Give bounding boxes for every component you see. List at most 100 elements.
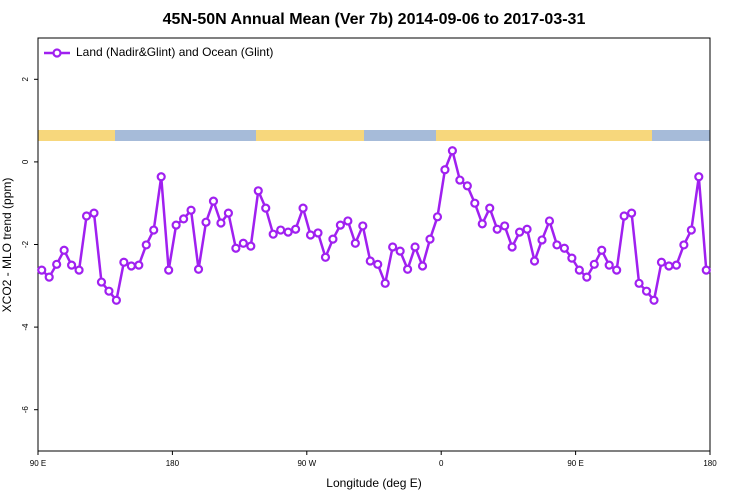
- point: [634, 278, 644, 288]
- point: [44, 272, 54, 282]
- legend-marker: [52, 48, 62, 58]
- point: [597, 245, 607, 255]
- point: [305, 230, 316, 240]
- point: [216, 218, 226, 228]
- x-tick-label: 180: [703, 459, 717, 468]
- point: [701, 265, 711, 275]
- point: [477, 219, 487, 229]
- point: [649, 295, 659, 305]
- point: [373, 259, 383, 269]
- point: [410, 242, 420, 252]
- point: [261, 203, 271, 213]
- point: [208, 196, 219, 206]
- point: [656, 257, 667, 267]
- point: [403, 264, 413, 274]
- point: [567, 253, 577, 263]
- point: [440, 165, 450, 175]
- y-tick-label: -4: [21, 323, 30, 331]
- y-axis-label: XCO2 - MLO trend (ppm): [0, 178, 14, 313]
- point: [313, 228, 323, 238]
- point: [343, 216, 353, 226]
- point: [619, 211, 629, 221]
- y-tick-label: -6: [21, 406, 30, 414]
- point: [126, 261, 136, 271]
- point: [507, 242, 517, 252]
- land: [436, 130, 652, 141]
- point: [462, 181, 472, 191]
- point: [686, 225, 696, 235]
- y-tick-label: 0: [21, 159, 30, 164]
- point: [671, 260, 682, 270]
- point: [179, 214, 189, 224]
- land: [38, 130, 115, 141]
- point: [320, 252, 331, 262]
- y-tick-label: -2: [21, 240, 30, 248]
- point: [291, 224, 301, 234]
- point: [612, 265, 622, 275]
- point: [365, 256, 375, 266]
- point: [141, 240, 151, 250]
- point: [514, 227, 525, 237]
- point: [193, 264, 204, 274]
- point: [111, 295, 122, 305]
- point: [522, 224, 532, 234]
- point: [679, 240, 689, 250]
- point: [641, 286, 652, 296]
- point: [328, 234, 338, 244]
- point: [119, 257, 129, 267]
- x-axis-label: Longitude (deg E): [326, 476, 421, 490]
- point: [574, 265, 584, 275]
- point: [186, 205, 196, 215]
- point: [253, 186, 263, 196]
- point: [589, 259, 599, 269]
- point: [268, 229, 278, 239]
- point: [559, 243, 570, 253]
- point: [246, 241, 256, 251]
- legend-label: Land (Nadir&Glint) and Ocean (Glint): [76, 45, 273, 59]
- point: [66, 260, 77, 270]
- point: [104, 286, 114, 296]
- point: [283, 227, 293, 237]
- plot-frame: [37, 37, 711, 452]
- point: [156, 172, 166, 182]
- point: [388, 242, 398, 252]
- point: [417, 261, 428, 271]
- land-ocean-strip: [38, 130, 710, 141]
- point: [238, 238, 248, 248]
- point: [544, 216, 555, 226]
- point: [89, 208, 99, 218]
- point: [37, 265, 47, 275]
- point: [59, 245, 69, 255]
- point: [485, 203, 495, 213]
- y-tick-label: 2: [21, 77, 30, 82]
- ocean: [115, 130, 256, 141]
- point: [626, 208, 637, 218]
- point: [447, 146, 457, 156]
- point: [470, 198, 480, 208]
- x-tick-label: 180: [166, 459, 180, 468]
- point: [74, 265, 84, 275]
- x-tick-label: 0: [439, 459, 444, 468]
- point: [664, 261, 674, 271]
- point: [96, 277, 107, 287]
- ocean: [364, 130, 436, 141]
- point: [492, 224, 502, 234]
- point: [134, 260, 144, 270]
- x-tick-label: 90 E: [567, 459, 583, 468]
- point: [358, 221, 368, 231]
- point: [529, 256, 540, 266]
- point: [223, 208, 233, 218]
- x-tick-label: 90 E: [30, 459, 46, 468]
- point: [149, 225, 159, 235]
- point: [298, 203, 308, 213]
- point: [201, 217, 211, 227]
- point: [582, 272, 592, 282]
- point: [432, 212, 443, 222]
- point: [552, 240, 562, 250]
- point: [380, 278, 390, 288]
- point: [395, 246, 405, 256]
- series-line: [40, 146, 708, 304]
- point: [537, 235, 547, 245]
